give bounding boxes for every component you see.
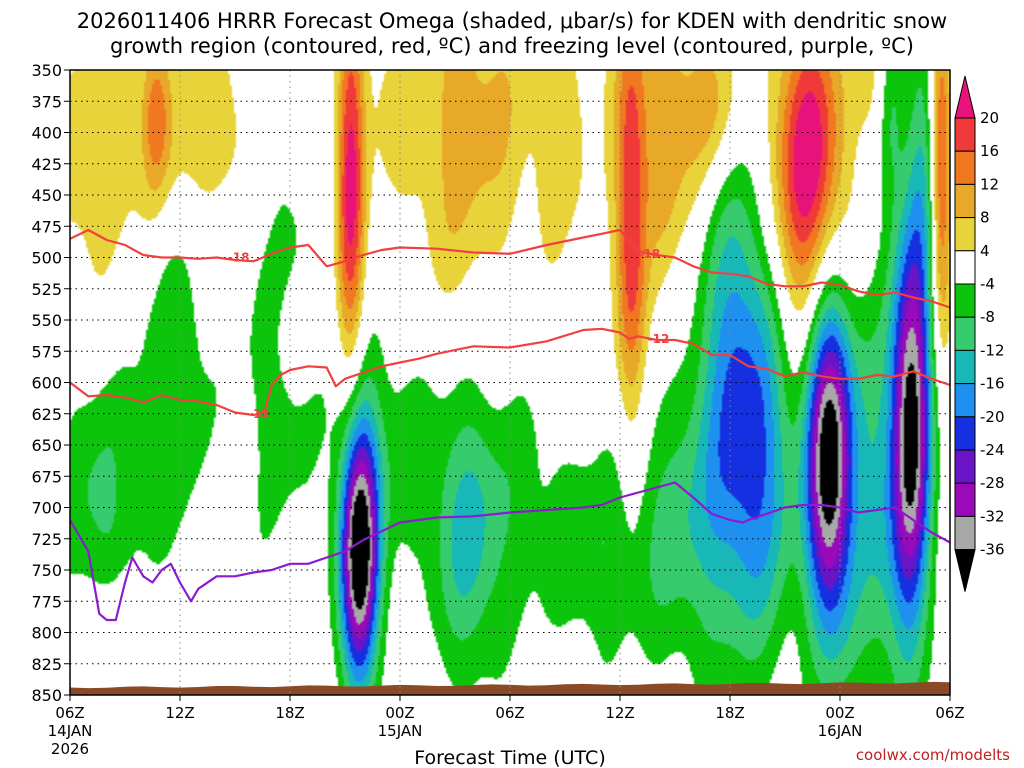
y-tick-label: 525 <box>31 280 62 299</box>
y-tick-label: 550 <box>31 311 62 330</box>
y-tick-label: 700 <box>31 499 62 518</box>
y-tick-label: 500 <box>31 249 62 268</box>
colorbar-swatch <box>954 117 976 152</box>
colorbar-swatch <box>954 250 976 285</box>
colorbar-swatch <box>954 183 976 219</box>
x-tick-date: 16JAN <box>818 722 863 740</box>
x-tick-date: 15JAN <box>378 722 423 740</box>
y-tick-label: 600 <box>31 374 62 393</box>
y-tick-label: 650 <box>31 436 62 455</box>
x-tick-date: 14JAN <box>48 722 93 740</box>
temperature-contours: -18 -18 -12 -12 <box>70 228 950 622</box>
y-tick-label: 675 <box>31 467 62 486</box>
x-tick-label: 00Z <box>385 704 414 722</box>
credit-text: coolwx.com/modelts <box>856 746 1010 764</box>
colorbar-swatch <box>954 283 976 318</box>
y-tick-label: 400 <box>31 124 62 143</box>
colorbar-label: 20 <box>980 109 999 127</box>
colorbar-swatch <box>954 416 976 451</box>
x-tick-label: 12Z <box>605 704 634 722</box>
y-tick-label: 575 <box>31 342 62 361</box>
colorbar-label: -20 <box>980 408 1005 426</box>
colorbar-label: 4 <box>980 242 990 260</box>
y-tick-label: 850 <box>31 686 62 705</box>
colorbar-swatch <box>954 449 976 484</box>
colorbar-swatch <box>954 482 976 517</box>
colorbar-swatch <box>954 349 976 385</box>
chart-title-line-1: 2026011406 HRRR Forecast Omega (shaded, … <box>77 9 947 33</box>
x-tick-label: 12Z <box>165 704 194 722</box>
colorbar-label: -32 <box>980 507 1005 525</box>
x-tick-label: 18Z <box>715 704 744 722</box>
colorbar-label: -4 <box>980 275 995 293</box>
y-tick-label: 475 <box>31 217 62 236</box>
colorbar-label: -24 <box>980 441 1005 459</box>
colorbar-label: 16 <box>980 142 999 160</box>
colorbar-arrow-top <box>954 75 976 119</box>
x-tick-label: 06Z <box>495 704 524 722</box>
colorbar-label: -16 <box>980 375 1005 393</box>
contour-label: -12 <box>648 332 670 346</box>
y-tick-label: 375 <box>31 92 62 111</box>
contour-line-2 <box>70 481 950 622</box>
y-tick-label: 625 <box>31 405 62 424</box>
y-tick-label: 750 <box>31 561 62 580</box>
x-axis-label: Forecast Time (UTC) <box>414 747 605 768</box>
colorbar-swatch <box>954 316 976 351</box>
y-tick-label: 825 <box>31 655 62 674</box>
colorbar-label: -12 <box>980 341 1005 359</box>
colorbar-swatch <box>954 217 976 252</box>
contour-label: -18 <box>638 247 660 261</box>
colorbar-swatch <box>954 150 976 185</box>
colorbar-swatch <box>954 383 976 418</box>
y-tick-label: 425 <box>31 155 62 174</box>
contour-line-1 <box>70 327 950 417</box>
colorbar-label: 12 <box>980 175 999 193</box>
colorbar-arrow-bottom <box>954 549 976 592</box>
y-tick-label: 450 <box>31 186 62 205</box>
contour-label: -18 <box>228 251 250 265</box>
x-tick-label: 06Z <box>935 704 964 722</box>
x-tick-year: 2026 <box>51 740 89 758</box>
y-tick-label: 350 <box>31 61 62 80</box>
colorbar-label: -36 <box>980 541 1005 559</box>
y-tick-label: 775 <box>31 592 62 611</box>
x-tick-label: 00Z <box>825 704 854 722</box>
colorbar-label: -28 <box>980 474 1005 492</box>
contour-label: -12 <box>248 407 270 421</box>
y-tick-label: 800 <box>31 624 62 643</box>
grid-lines <box>70 70 950 695</box>
colorbar-label: -8 <box>980 308 995 326</box>
colorbar: 20 16 12 8 4 -4 -8 -12 -16 -20 -24 -28 -32 -36 <box>954 75 1005 592</box>
colorbar-label: 8 <box>980 209 990 227</box>
x-tick-label: 18Z <box>275 704 304 722</box>
y-axis: 350 375 400 425 450 475 500 525 550 575 600 625 650 6… <box>31 61 70 705</box>
chart-title-line-2: growth region (contoured, red, ºC) and f… <box>110 34 914 58</box>
colorbar-swatch <box>954 515 976 551</box>
x-tick-label: 06Z <box>55 704 84 722</box>
contour-line-0 <box>70 228 950 309</box>
y-tick-label: 725 <box>31 530 62 549</box>
